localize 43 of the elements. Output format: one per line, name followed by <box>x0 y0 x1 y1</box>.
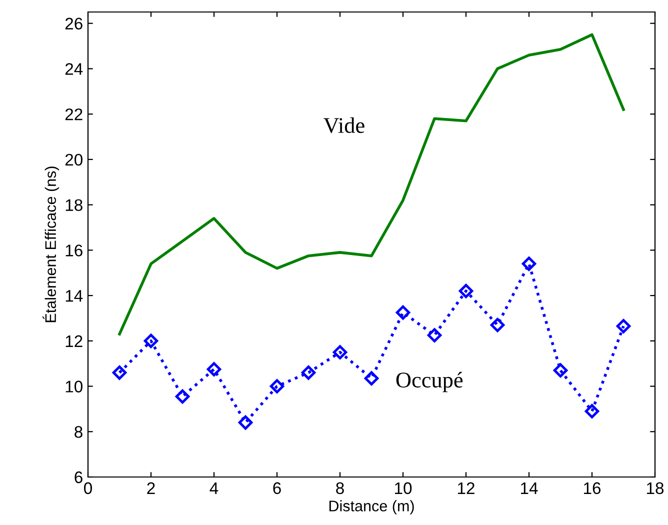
point <box>458 284 474 298</box>
x-tick-label: 8 <box>336 482 344 494</box>
point <box>112 366 127 380</box>
x-tick-label: 2 <box>147 482 155 494</box>
y-tick-label: 26 <box>65 18 82 30</box>
point <box>301 366 316 380</box>
point <box>522 256 536 271</box>
y-axis-title: Étalement Efficace (ns) <box>42 166 60 322</box>
y-tick-label: 6 <box>74 471 82 484</box>
y-tick-label: 12 <box>66 335 82 347</box>
x-tick-label: 18 <box>647 482 664 494</box>
y-tick-label: 22 <box>65 108 82 120</box>
x-tick-label: 0 <box>84 482 92 494</box>
point <box>175 389 190 404</box>
y-tick-label: 10 <box>66 380 82 392</box>
point <box>616 319 631 334</box>
point <box>270 379 284 394</box>
point <box>427 328 442 342</box>
point <box>553 363 568 378</box>
point <box>584 404 600 418</box>
text: Vide <box>323 117 364 134</box>
point <box>332 345 348 360</box>
y-tick-label: 14 <box>66 290 83 302</box>
point <box>396 305 410 320</box>
y-tick-label: 16 <box>66 244 82 256</box>
point <box>490 318 505 332</box>
x-tick-label: 6 <box>273 482 281 494</box>
point <box>144 334 158 348</box>
x-tick-label: 14 <box>521 482 538 494</box>
point <box>238 415 253 430</box>
x-tick-label: 10 <box>395 482 412 494</box>
x-tick-label: 12 <box>458 482 474 494</box>
point <box>364 371 379 386</box>
point <box>206 362 222 376</box>
y-tick-label: 24 <box>65 63 83 75</box>
series-label: Occupé <box>396 372 463 392</box>
y-tick-label: 20 <box>65 154 82 166</box>
x-tick-label: 16 <box>584 482 601 494</box>
line-series <box>118 33 625 336</box>
x-tick-label: 4 <box>210 482 218 494</box>
x-axis-title: Distance (m) <box>329 500 414 514</box>
y-tick-label: 8 <box>74 426 82 438</box>
y-tick-label: 18 <box>66 199 82 212</box>
